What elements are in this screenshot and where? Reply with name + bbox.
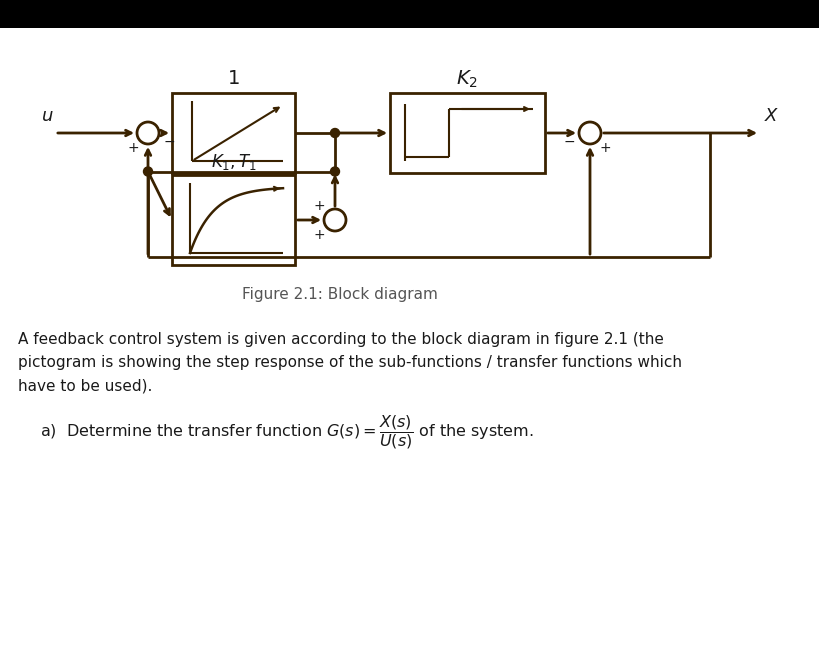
Text: Question 2:: Question 2: <box>7 5 124 23</box>
Text: +: + <box>599 141 610 155</box>
Text: have to be used).: have to be used). <box>18 378 152 393</box>
Circle shape <box>330 129 339 138</box>
Text: pictogram is showing the step response of the sub-functions / transfer functions: pictogram is showing the step response o… <box>18 356 681 370</box>
Text: +: + <box>313 228 324 242</box>
Circle shape <box>330 167 339 176</box>
Bar <box>390 93 545 173</box>
Bar <box>172 93 295 173</box>
Text: +: + <box>313 199 324 213</box>
Text: Figure 2.1: Block diagram: Figure 2.1: Block diagram <box>242 287 437 302</box>
Text: $K_2$: $K_2$ <box>456 68 478 90</box>
Circle shape <box>143 167 152 176</box>
Text: $K_1, T_1$: $K_1, T_1$ <box>210 152 256 172</box>
Text: +: + <box>127 141 138 155</box>
Text: A feedback control system is given according to the block diagram in figure 2.1 : A feedback control system is given accor… <box>18 333 663 348</box>
Text: $-$: $-$ <box>163 134 175 148</box>
Bar <box>0 0 819 28</box>
Text: $u$: $u$ <box>41 107 53 125</box>
Bar <box>172 175 295 265</box>
Text: $1$: $1$ <box>227 70 239 88</box>
Text: a)  Determine the transfer function $G(s) = \dfrac{X(s)}{U(s)}$ of the system.: a) Determine the transfer function $G(s)… <box>40 413 533 451</box>
Text: 22: 22 <box>787 5 812 23</box>
Text: $X$: $X$ <box>763 107 779 125</box>
Text: $-$: $-$ <box>562 134 574 148</box>
